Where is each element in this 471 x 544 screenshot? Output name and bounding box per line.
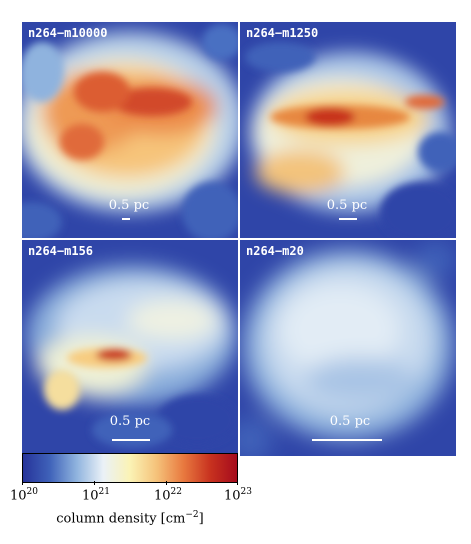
- panel-m1250: n264−m1250 0.5 pc: [240, 22, 456, 238]
- panel-label: n264−m1250: [246, 26, 319, 40]
- scale-bar: [122, 218, 130, 220]
- scale-label: 0.5 pc: [109, 414, 151, 429]
- density-map-m10000: [22, 22, 238, 238]
- scale-label: 0.5 pc: [108, 198, 150, 213]
- colorbar-label: column density [cm−2]: [56, 510, 204, 527]
- panel-label: n264−m20: [246, 244, 304, 258]
- colorbar-tick-label: 1020: [10, 487, 38, 504]
- density-map-m1250: [240, 22, 456, 238]
- scale-bar: [339, 218, 357, 220]
- colorbar-tick: [166, 481, 167, 485]
- colorbar-tick-label: 1022: [154, 487, 182, 504]
- panel-label: n264−m10000: [28, 26, 108, 40]
- panel-label: n264−m156: [28, 244, 94, 258]
- colorbar-tick: [237, 481, 238, 485]
- panel-m156: n264−m156 0.5 pc: [22, 240, 238, 456]
- scale-bar: [112, 439, 150, 441]
- scale-label: 0.5 pc: [326, 198, 368, 213]
- colorbar-tick-label: 1021: [82, 487, 110, 504]
- colorbar: [22, 453, 238, 483]
- colorbar-tick: [94, 481, 95, 485]
- density-map-m20: [240, 240, 456, 456]
- colorbar-tick: [22, 481, 23, 485]
- scale-bar: [312, 439, 382, 441]
- scale-label: 0.5 pc: [329, 414, 371, 429]
- panel-m10000: n264−m10000 0.5 pc: [22, 22, 238, 238]
- panel-m20: n264−m20 0.5 pc: [240, 240, 456, 456]
- colorbar-tick-label: 1023: [224, 487, 252, 504]
